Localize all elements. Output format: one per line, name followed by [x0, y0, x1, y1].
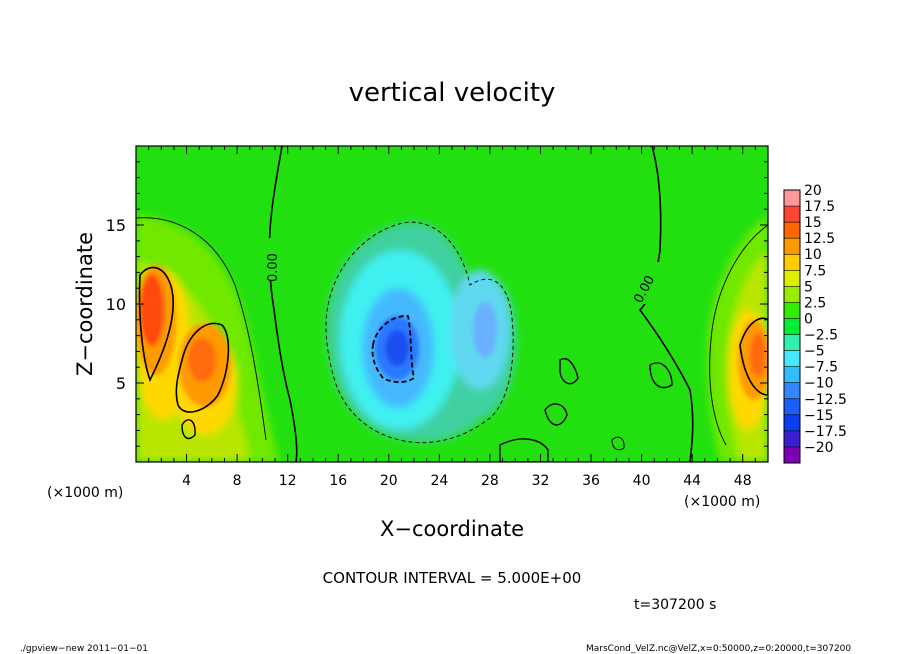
colorbar-label: 15 — [804, 215, 822, 231]
x-axis-label: X−coordinate — [380, 517, 524, 541]
y-axis-label: Z−coordinate — [73, 232, 97, 376]
colorbar-label: 20 — [804, 183, 822, 199]
contour-blob-4 — [499, 438, 549, 462]
colorbar-swatch — [784, 286, 800, 303]
x-tick-label: 12 — [279, 473, 297, 489]
contour-label: 0.00 — [266, 253, 281, 282]
x-tick-label: 4 — [182, 473, 191, 489]
colorbar-label: 10 — [804, 247, 822, 263]
contour-5-left — [136, 217, 267, 441]
y-tick-label: 15 — [106, 216, 126, 235]
x-tick-label: 32 — [532, 473, 550, 489]
x-tick-label: 44 — [683, 473, 701, 489]
colorbar-swatch — [784, 430, 800, 448]
colorbar-swatch — [784, 254, 800, 271]
contour-neg10 — [371, 315, 416, 384]
axis-ticks — [136, 146, 768, 462]
colorbar-swatch — [784, 446, 800, 464]
colorbar-label: −5 — [804, 344, 825, 360]
colorbar-label: −12.5 — [804, 392, 847, 408]
colorbar-label: 7.5 — [804, 263, 826, 279]
colorbar-swatch — [784, 206, 800, 223]
colorbar-swatch — [784, 270, 800, 287]
colorbar-label: 12.5 — [804, 231, 835, 247]
y-tick-labels: 5 10 15 — [106, 216, 126, 393]
colorbar-label: −2.5 — [804, 328, 838, 344]
x-tick-labels: 4 8 12 16 20 24 28 32 36 40 44 48 — [182, 473, 752, 489]
contour-labels: 0.00 0.00 — [264, 238, 664, 306]
colorbar-label: 2.5 — [804, 295, 826, 311]
x-tick-label: 24 — [430, 473, 448, 489]
colorbar-label: −20 — [804, 440, 834, 456]
x-tick-label: 8 — [233, 473, 242, 489]
x-unit-left: (×1000 m) — [47, 485, 123, 501]
colorbar-swatch — [784, 382, 800, 400]
contour-blob-2 — [649, 362, 673, 389]
colorbar-label: −10 — [804, 376, 834, 392]
colorbar: 2017.51512.5107.552.50−2.5−5−7.5−10−12.5… — [783, 183, 847, 464]
colorbar-swatch — [784, 222, 800, 239]
colorbar-swatch — [784, 398, 800, 416]
chart-title: vertical velocity — [349, 78, 556, 108]
footer-right: MarsCond_VelZ.nc@VelZ,x=0:50000,z=0:2000… — [586, 644, 851, 654]
footer-left: ./gpview−new 2011−01−01 — [20, 644, 148, 654]
colorbar-swatch — [784, 366, 800, 384]
contour-neg5 — [325, 221, 514, 444]
y-tick-label: 5 — [116, 374, 126, 393]
zero-contour-left — [268, 146, 298, 462]
colorbar-swatch — [784, 238, 800, 255]
x-tick-label: 20 — [380, 473, 398, 489]
contour-5-right — [709, 224, 768, 446]
downdraft-core — [375, 302, 497, 380]
colorbar-swatch — [784, 302, 800, 319]
colorbar-swatch — [784, 318, 800, 335]
x-unit-right: (×1000 m) — [684, 494, 760, 510]
contour-10-mid — [175, 322, 230, 413]
x-tick-label: 28 — [481, 473, 499, 489]
contours — [136, 146, 768, 462]
colorbar-label: −17.5 — [804, 424, 847, 440]
contour-blob-5 — [181, 419, 196, 440]
colorbar-swatch — [784, 414, 800, 432]
time-label: t=307200 s — [634, 597, 716, 613]
x-tick-label: 40 — [633, 473, 651, 489]
contour-10-left — [138, 266, 174, 383]
colorbar-swatch — [784, 350, 800, 367]
colorbar-label: 0 — [804, 311, 813, 327]
y-tick-label: 10 — [106, 295, 126, 314]
colorbar-label: −7.5 — [804, 360, 838, 376]
contour-blob-3 — [544, 403, 568, 426]
contour-blob-1 — [559, 358, 579, 385]
colorbar-label: −15 — [804, 408, 834, 424]
colorbar-swatch — [784, 190, 800, 207]
contour-interval: CONTOUR INTERVAL = 5.000E+00 — [323, 569, 582, 587]
colorbar-label: 17.5 — [804, 199, 835, 215]
plot-area — [136, 146, 768, 462]
zero-contour-right — [638, 146, 694, 462]
contour-10-right — [739, 317, 768, 396]
x-tick-label: 48 — [734, 473, 752, 489]
colorbar-label: 5 — [804, 279, 813, 295]
x-tick-label: 16 — [329, 473, 347, 489]
updraft-cores — [136, 265, 768, 407]
x-tick-label: 36 — [582, 473, 600, 489]
colorbar-swatch — [784, 334, 800, 351]
contour-blob-6 — [611, 436, 625, 451]
